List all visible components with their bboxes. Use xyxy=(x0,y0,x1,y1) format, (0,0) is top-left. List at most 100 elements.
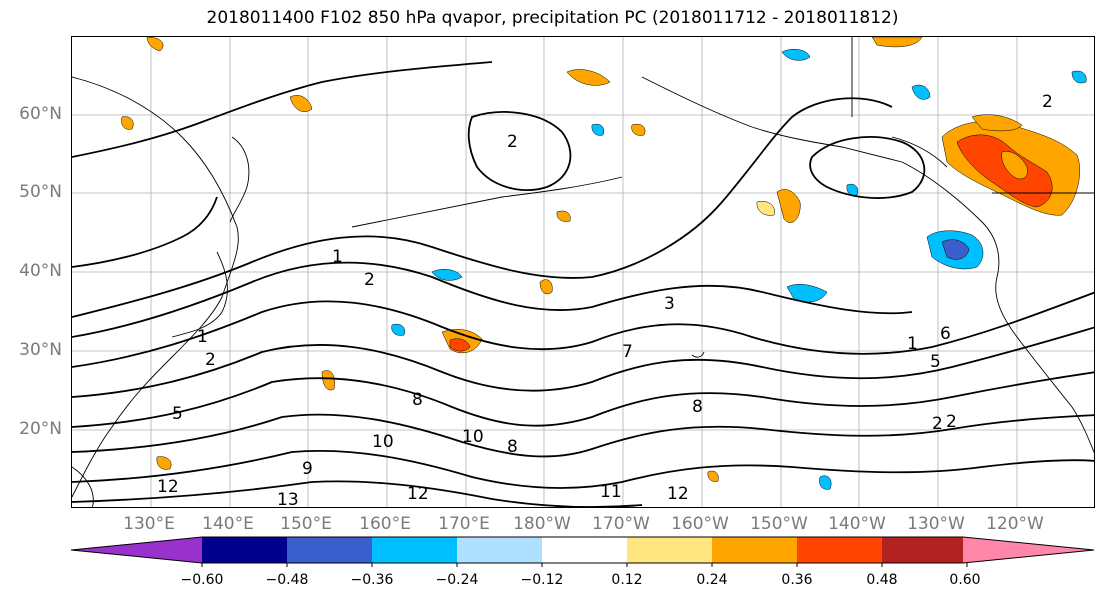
lat-label-60: 60°N xyxy=(19,104,62,124)
lon-label-180w: 180°W xyxy=(513,514,571,534)
dry-patch-32n xyxy=(391,323,405,336)
coast-hawaii xyxy=(691,351,705,358)
contour-5 xyxy=(72,326,1094,398)
colorbar-segment xyxy=(797,537,882,563)
lon-label-140w: 140°W xyxy=(828,514,886,534)
map-panel: 1 2 2 3 1 2 5 8 10 12 12 13 12 11 10 8 8… xyxy=(71,36,1095,508)
contour-12 xyxy=(72,449,1094,489)
contour-label-25: 9 xyxy=(302,459,313,479)
contour-label-11: 12 xyxy=(407,484,429,504)
colorbar-ticks xyxy=(201,563,968,567)
precip-patch-kamchatka xyxy=(289,95,313,112)
lon-label-170w: 170°W xyxy=(592,514,650,534)
contour-label-22: 7 xyxy=(622,342,633,362)
coastlines xyxy=(72,37,1094,507)
precip-patch-asia-small xyxy=(146,37,164,52)
precip-patch-38n xyxy=(539,279,553,295)
colorbar-tick-neg060: −0.60 xyxy=(180,572,224,588)
precip-patch-na-inner xyxy=(1001,151,1028,180)
colorbar-segment xyxy=(202,537,287,563)
lon-label-150e: 150°E xyxy=(280,514,332,534)
colorbar-segment xyxy=(882,537,967,563)
contour-10 xyxy=(72,413,1094,458)
precip-patch-18n xyxy=(156,456,172,470)
contour-3 xyxy=(72,291,1094,368)
coast-aleutians xyxy=(351,176,623,228)
contour-north-2 xyxy=(467,111,572,191)
dry-patch-alaska xyxy=(781,49,811,61)
contour-north-1 xyxy=(72,61,493,158)
colorbar-segment xyxy=(71,537,202,563)
colorbar-segment xyxy=(372,537,457,563)
precip-patch-24n xyxy=(321,370,335,391)
coast-bc-islands xyxy=(891,136,948,168)
contour-label-group: 1 2 2 3 1 2 5 8 10 12 12 13 12 11 10 8 8… xyxy=(157,92,1053,507)
coast-japan xyxy=(171,251,228,338)
colorbar-segment xyxy=(542,537,627,563)
colorbar-tick-neg036: −0.36 xyxy=(350,572,394,588)
lon-label-130w: 130°W xyxy=(907,514,965,534)
contour-label-6: 2 xyxy=(205,350,216,370)
lon-label-120w: 120°W xyxy=(986,514,1044,534)
precip-patch-60n xyxy=(121,116,134,130)
precip-patch-47n xyxy=(756,201,775,216)
dry-patch-50n xyxy=(846,183,858,196)
coast-asia-east xyxy=(72,76,239,498)
contour-label-10: 12 xyxy=(157,477,179,497)
contour-label-9: 10 xyxy=(372,432,394,452)
contour-label-3: 2 xyxy=(507,132,518,152)
colorbar xyxy=(70,536,1095,564)
contour-label-7: 5 xyxy=(172,404,183,424)
contour-label-23: 2 xyxy=(932,414,943,434)
contour-label-1: 1 xyxy=(332,247,343,267)
precip-patch-13n xyxy=(707,470,719,482)
contour-label-15: 10 xyxy=(462,427,484,447)
dry-patch-california-core xyxy=(941,239,970,260)
dry-patch-right-top xyxy=(1071,70,1087,84)
contour-label-18: 2 xyxy=(1042,92,1053,112)
colorbar-tick-036: 0.36 xyxy=(781,572,813,588)
precip-patch-asia-top xyxy=(631,123,646,136)
lat-label-40: 40°N xyxy=(19,261,62,281)
colorbar-tick-012: 0.12 xyxy=(611,572,643,588)
contour-label-20: 6 xyxy=(940,324,951,344)
contour-8 xyxy=(72,371,1094,428)
contour-label-17: 8 xyxy=(692,397,703,417)
dry-patch-10n xyxy=(819,475,832,490)
colorbar-tick-048: 0.48 xyxy=(866,572,898,588)
contour-label-5: 1 xyxy=(197,327,208,347)
contour-label-2: 2 xyxy=(364,270,375,290)
colorbar-tick-060: 0.60 xyxy=(949,572,981,588)
precip-patch-top xyxy=(871,37,923,48)
coast-kamchatka xyxy=(229,136,250,223)
colorbar-segment xyxy=(457,537,542,563)
contour-label-19: 1 xyxy=(907,334,918,354)
contour-label-16: 8 xyxy=(507,437,518,457)
lon-label-150w: 150°W xyxy=(750,514,808,534)
colorbar-tick-neg012: −0.12 xyxy=(520,572,564,588)
lon-label-170e: 170°E xyxy=(438,514,490,534)
precip-patch-40n xyxy=(556,210,571,222)
contour-label-24: 2 xyxy=(946,412,957,432)
contour-label-21: 5 xyxy=(930,352,941,372)
contour-1a xyxy=(72,97,893,318)
colorbar-segment xyxy=(712,537,797,563)
map-canvas: 1 2 2 3 1 2 5 8 10 12 12 13 12 11 10 8 8… xyxy=(72,37,1094,507)
coast-alaska xyxy=(641,76,903,163)
contour-label-14: 11 xyxy=(600,482,622,502)
dry-patch-58n xyxy=(591,123,604,136)
colorbar-outline xyxy=(70,536,1095,564)
lon-label-160w: 160°W xyxy=(671,514,729,534)
coast-na-west xyxy=(901,161,1094,454)
contour-gulf-loop xyxy=(809,136,926,199)
colorbar-tick-neg024: −0.24 xyxy=(435,572,479,588)
coast-philippines xyxy=(72,466,94,507)
colorbar-segment xyxy=(627,537,712,563)
lat-label-30: 30°N xyxy=(19,340,62,360)
colorbar-tick-024: 0.24 xyxy=(696,572,728,588)
contour-2a xyxy=(72,261,913,338)
lon-label-140e: 140°E xyxy=(202,514,254,534)
contour-13 xyxy=(72,480,643,507)
precip-patch-31n-core xyxy=(449,338,471,352)
contour-label-13: 12 xyxy=(667,484,689,504)
